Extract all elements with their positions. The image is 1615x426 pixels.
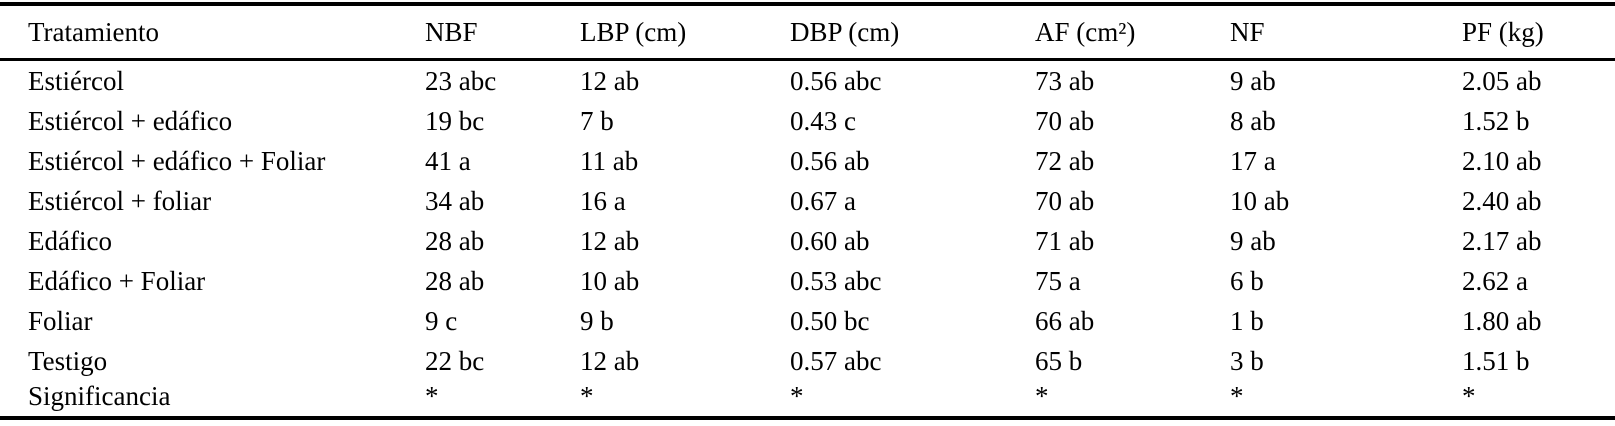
value-cell-nf: 9 ab bbox=[1230, 65, 1276, 96]
value-cell-lbp: 16 a bbox=[580, 185, 626, 216]
column-header-af: AF (cm²) bbox=[1007, 4, 1202, 61]
value-cell-pf: 2.17 ab bbox=[1462, 225, 1542, 256]
value-cell-lbp: 9 b bbox=[580, 305, 614, 336]
value-cell-nbf: 34 ab bbox=[425, 185, 485, 216]
table-row: Testigo 22 bc 12 ab 0.57 abc 65 b 3 b 1.51 b bbox=[0, 341, 1615, 381]
value-cell-nbf: 9 c bbox=[425, 305, 458, 336]
value-cell-dbp: 0.56 abc bbox=[790, 65, 882, 96]
value-cell-lbp: 7 b bbox=[580, 105, 614, 136]
value-cell-nbf: 19 bc bbox=[425, 105, 485, 136]
value-cell-nf: 1 b bbox=[1230, 305, 1264, 336]
value-cell-pf: 1.52 b bbox=[1462, 105, 1530, 136]
value-cell-dbp: * bbox=[790, 381, 804, 411]
value-cell-nf: 9 ab bbox=[1230, 225, 1276, 256]
value-cell-nbf: 22 bc bbox=[425, 345, 485, 376]
value-cell-nf: 8 ab bbox=[1230, 105, 1276, 136]
value-cell-af: 75 a bbox=[1035, 265, 1081, 296]
value-cell-dbp: 0.56 ab bbox=[790, 145, 870, 176]
value-cell-lbp: 12 ab bbox=[580, 65, 640, 96]
value-cell-pf: 2.62 a bbox=[1462, 265, 1528, 296]
treatment-label: Estiércol bbox=[28, 65, 124, 96]
value-cell-nbf: 23 abc bbox=[425, 65, 497, 96]
value-cell-lbp: 12 ab bbox=[580, 225, 640, 256]
column-header-nf: NF bbox=[1202, 4, 1434, 61]
column-header-tratamiento: Tratamiento bbox=[0, 4, 397, 61]
table-row: Significancia * * * * * * bbox=[0, 381, 1615, 418]
column-header-dbp: DBP (cm) bbox=[762, 4, 1007, 61]
table-row: Estiércol + edáfico 19 bc 7 b 0.43 c 70 ab 8 … bbox=[0, 101, 1615, 141]
table-row: Foliar 9 c 9 b 0.50 bc 66 ab 1 b 1.80 ab bbox=[0, 301, 1615, 341]
value-cell-pf: 2.05 ab bbox=[1462, 65, 1542, 96]
value-cell-nbf: 28 ab bbox=[425, 265, 485, 296]
header-row: Tratamiento NBF LBP (cm) DBP (cm) AF (cm²) NF… bbox=[0, 4, 1615, 61]
value-cell-af: 72 ab bbox=[1035, 145, 1095, 176]
table-row: Estiércol + edáfico + Foliar 41 a 11 ab 0.5… bbox=[0, 141, 1615, 181]
value-cell-nf: 6 b bbox=[1230, 265, 1264, 296]
value-cell-af: 70 ab bbox=[1035, 105, 1095, 136]
value-cell-dbp: 0.67 a bbox=[790, 185, 856, 216]
value-cell-dbp: 0.50 bc bbox=[790, 305, 870, 336]
value-cell-nf: 10 ab bbox=[1230, 185, 1290, 216]
value-cell-dbp: 0.60 ab bbox=[790, 225, 870, 256]
value-cell-pf: 2.40 ab bbox=[1462, 185, 1542, 216]
table-header: Tratamiento NBF LBP (cm) DBP (cm) AF (cm²) NF… bbox=[0, 4, 1615, 61]
treatment-label: Estiércol + foliar bbox=[28, 185, 212, 216]
table-row: Estiércol 23 abc 12 ab 0.56 abc 73 ab 9 ab 2.0… bbox=[0, 60, 1615, 102]
value-cell-lbp: 10 ab bbox=[580, 265, 640, 296]
value-cell-nf: 17 a bbox=[1230, 145, 1276, 176]
treatment-label: Estiércol + edáfico + Foliar bbox=[28, 145, 326, 176]
value-cell-nbf: 28 ab bbox=[425, 225, 485, 256]
column-header-nbf: NBF bbox=[397, 4, 552, 61]
value-cell-lbp: * bbox=[580, 381, 594, 411]
value-cell-af: 65 b bbox=[1035, 345, 1083, 376]
value-cell-nf: * bbox=[1230, 381, 1244, 411]
value-cell-nbf: * bbox=[425, 381, 439, 411]
value-cell-pf: 1.80 ab bbox=[1462, 305, 1542, 336]
treatment-label: Foliar bbox=[28, 305, 93, 336]
value-cell-af: * bbox=[1035, 381, 1049, 411]
value-cell-pf: 1.51 b bbox=[1462, 345, 1530, 376]
value-cell-nbf: 41 a bbox=[425, 145, 471, 176]
treatment-label: Significancia bbox=[28, 381, 171, 411]
value-cell-pf: 2.10 ab bbox=[1462, 145, 1542, 176]
value-cell-af: 66 ab bbox=[1035, 305, 1095, 336]
treatment-label: Edáfico bbox=[28, 225, 112, 256]
table-row: Edáfico 28 ab 12 ab 0.60 ab 71 ab 9 ab 2.17 ab bbox=[0, 221, 1615, 261]
table-row: Edáfico + Foliar 28 ab 10 ab 0.53 abc 75 a 6 … bbox=[0, 261, 1615, 301]
value-cell-lbp: 12 ab bbox=[580, 345, 640, 376]
value-cell-nf: 3 b bbox=[1230, 345, 1264, 376]
table-body: Estiércol 23 abc 12 ab 0.56 abc 73 ab 9 ab 2.0… bbox=[0, 60, 1615, 419]
value-cell-dbp: 0.53 abc bbox=[790, 265, 882, 296]
value-cell-af: 71 ab bbox=[1035, 225, 1095, 256]
table-row: Estiércol + foliar 34 ab 16 a 0.67 a 70 ab 10… bbox=[0, 181, 1615, 221]
value-cell-dbp: 0.43 c bbox=[790, 105, 856, 136]
value-cell-dbp: 0.57 abc bbox=[790, 345, 882, 376]
value-cell-pf: * bbox=[1462, 381, 1476, 411]
value-cell-af: 70 ab bbox=[1035, 185, 1095, 216]
value-cell-af: 73 ab bbox=[1035, 65, 1095, 96]
treatment-label: Edáfico + Foliar bbox=[28, 265, 206, 296]
treatment-label: Testigo bbox=[28, 345, 108, 376]
treatment-label: Estiércol + edáfico bbox=[28, 105, 233, 136]
column-header-lbp: LBP (cm) bbox=[552, 4, 762, 61]
column-header-pf: PF (kg) bbox=[1434, 4, 1615, 61]
value-cell-lbp: 11 ab bbox=[580, 145, 639, 176]
